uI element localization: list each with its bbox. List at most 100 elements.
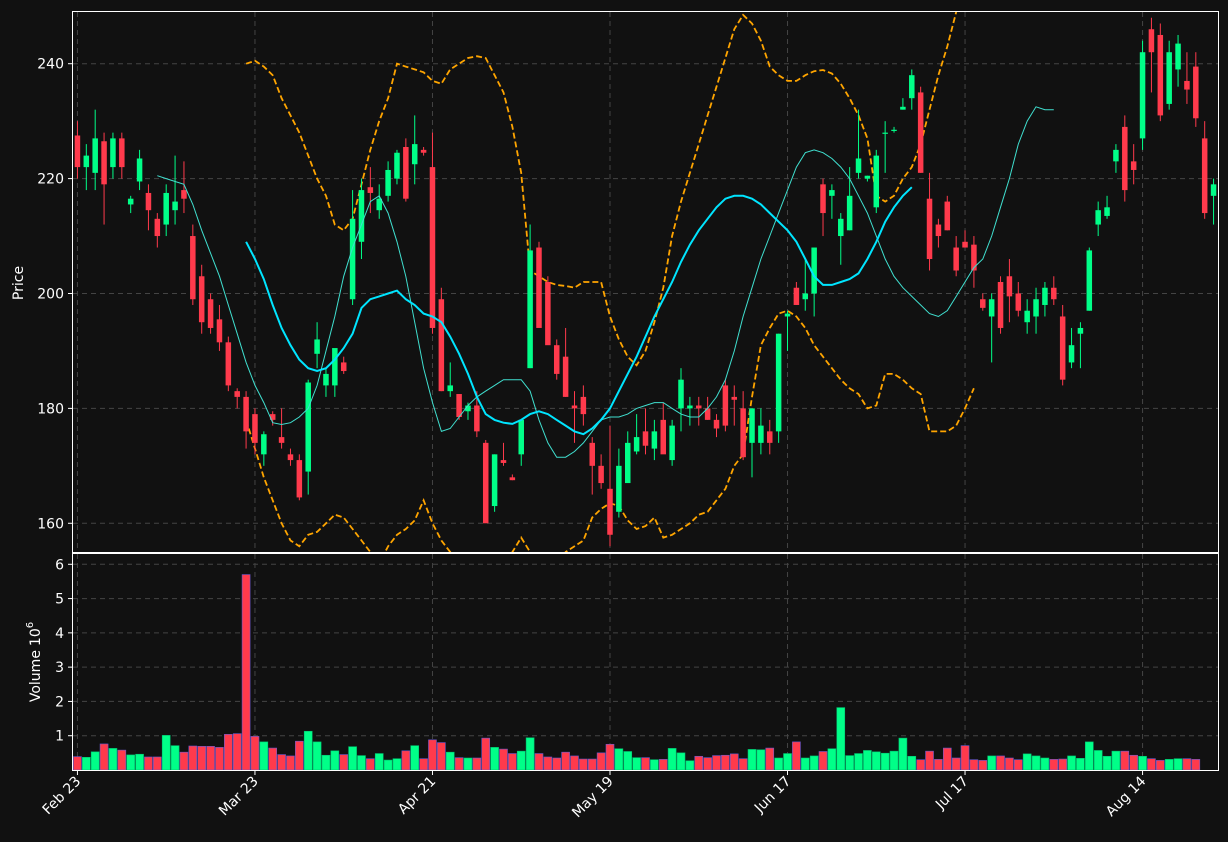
candle-body xyxy=(1077,327,1084,334)
volume-bar xyxy=(366,758,375,770)
volume-bar xyxy=(534,753,544,770)
candle-body xyxy=(571,405,578,409)
candle-body xyxy=(1015,293,1022,311)
volume-bar xyxy=(969,759,979,770)
volume-bar xyxy=(543,756,553,770)
volume-bar xyxy=(614,748,624,770)
candle-body xyxy=(119,138,125,168)
candle-body xyxy=(802,293,809,300)
volume-bar xyxy=(197,746,206,770)
volume-bar xyxy=(1120,750,1130,770)
volume-bar xyxy=(632,757,641,770)
volume-bar xyxy=(508,753,517,770)
price-panel-frame xyxy=(72,11,1219,553)
volume-bar xyxy=(996,755,1005,770)
volume-bar xyxy=(268,747,278,770)
volume-bar xyxy=(641,757,650,770)
candle-body xyxy=(110,138,116,168)
candle-body xyxy=(749,408,755,443)
candle-body xyxy=(669,425,675,461)
candle-body xyxy=(1068,345,1075,363)
candle-body xyxy=(252,414,258,443)
volume-bar xyxy=(1147,758,1156,770)
candle-body xyxy=(962,241,968,248)
volume-bar xyxy=(1182,758,1192,770)
candle-body xyxy=(1006,276,1013,297)
candle-body xyxy=(944,201,951,231)
candle-body xyxy=(323,373,329,386)
candle-body xyxy=(101,141,107,185)
candle-body xyxy=(909,75,915,99)
candle-body xyxy=(1095,210,1101,225)
candle-body xyxy=(1193,66,1199,119)
candle-body xyxy=(704,408,711,420)
volume-bar xyxy=(605,743,615,770)
volume-bar xyxy=(437,742,446,770)
candle-body xyxy=(891,129,897,131)
price-tick-label: 200 xyxy=(37,286,64,302)
candle-body xyxy=(190,236,196,300)
volume-bar xyxy=(1173,758,1183,770)
volume-ylabel-text: Volume xyxy=(28,650,44,702)
volume-bar xyxy=(1067,755,1076,770)
candle-body xyxy=(145,192,152,211)
volume-bar xyxy=(1085,741,1094,770)
candle-body xyxy=(234,391,240,397)
candle-body xyxy=(838,218,844,237)
volume-bar xyxy=(800,757,810,770)
candle-body xyxy=(509,477,516,481)
moving-averages xyxy=(157,106,1054,458)
candle-body xyxy=(651,431,658,449)
volume-bar xyxy=(916,759,925,770)
candle-body xyxy=(287,454,294,461)
volume-bar xyxy=(587,758,597,770)
volume-bar xyxy=(721,754,730,770)
volume-bar xyxy=(1076,758,1085,770)
candle-body xyxy=(527,250,533,369)
candle-body xyxy=(1059,316,1066,380)
candle-body xyxy=(518,419,524,455)
volume-bar xyxy=(259,741,269,770)
candle-body xyxy=(376,198,382,211)
volume-bar xyxy=(126,754,135,770)
price-yticks: 160 180 200 240 220 xyxy=(37,57,73,532)
volume-bar xyxy=(401,750,411,770)
candle-body xyxy=(198,276,205,323)
volume-bar xyxy=(942,747,952,770)
candle-body xyxy=(367,187,374,193)
volume-bar xyxy=(925,750,934,770)
candle-body xyxy=(1104,207,1110,216)
candle-body xyxy=(332,348,338,386)
volume-bar xyxy=(454,757,464,770)
volume-bar xyxy=(374,753,384,770)
volume-bar xyxy=(756,749,766,770)
volume-bar xyxy=(747,749,757,770)
volume-bar xyxy=(419,758,428,770)
volume-bar xyxy=(783,753,792,770)
volume-bar xyxy=(206,746,215,770)
volume-bar xyxy=(1040,757,1050,770)
volume-bar xyxy=(303,730,313,770)
candle-body xyxy=(474,405,480,432)
candle-body xyxy=(1042,287,1048,305)
candle-body xyxy=(624,442,631,484)
volume-ylabel-exponent: 6 xyxy=(25,622,36,628)
candle-body xyxy=(136,158,143,182)
candle-body xyxy=(598,465,604,484)
volume-bar xyxy=(880,752,890,770)
volume-ylabel-unit: 10 xyxy=(28,628,44,646)
candle-body xyxy=(1175,43,1181,70)
volume-bar xyxy=(525,737,535,770)
candle-body xyxy=(607,488,613,535)
volume-bar xyxy=(854,753,863,770)
volume-bar xyxy=(392,758,402,770)
candle-body xyxy=(1157,34,1164,116)
volume-bar xyxy=(188,745,198,770)
volume-bar xyxy=(712,755,721,770)
volume-bar xyxy=(472,757,482,770)
candle-body xyxy=(500,460,507,463)
candle-body xyxy=(1148,29,1155,53)
candle-body xyxy=(997,282,1004,328)
price-tick-label: 160 xyxy=(37,516,64,532)
